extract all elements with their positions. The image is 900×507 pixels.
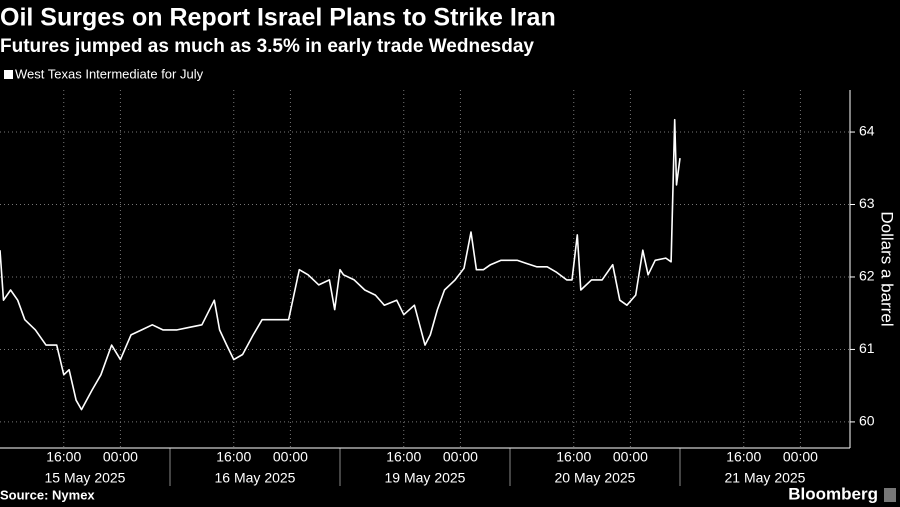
x-tick-label: 00:00 <box>613 449 648 465</box>
x-tick-label: 00:00 <box>783 449 818 465</box>
x-tick-label: 00:00 <box>443 449 478 465</box>
x-tick-label: 16:00 <box>556 449 591 465</box>
y-tick-label: 61 <box>859 340 875 356</box>
y-tick-label: 62 <box>859 268 875 284</box>
source-note: Source: Nymex <box>0 487 95 502</box>
x-group-label: 15 May 2025 <box>45 470 126 486</box>
y-tick-label: 60 <box>859 413 875 429</box>
x-tick-label: 16:00 <box>46 449 81 465</box>
chart-subtitle: Futures jumped as much as 3.5% in early … <box>0 36 534 57</box>
x-group-label: 16 May 2025 <box>215 470 296 486</box>
chart-title: Oil Surges on Report Israel Plans to Str… <box>0 4 556 32</box>
x-tick-label: 00:00 <box>103 449 138 465</box>
x-tick-label: 16:00 <box>216 449 251 465</box>
x-tick-label: 16:00 <box>726 449 761 465</box>
x-group-label: 20 May 2025 <box>555 470 636 486</box>
legend-swatch <box>4 70 13 79</box>
y-tick-label: 63 <box>859 195 875 211</box>
x-group-label: 21 May 2025 <box>725 470 806 486</box>
brand: Bloomberg <box>788 484 878 503</box>
y-tick-label: 64 <box>859 123 875 139</box>
price-line <box>0 118 681 411</box>
legend-label: West Texas Intermediate for July <box>15 66 204 81</box>
x-tick-label: 16:00 <box>386 449 421 465</box>
y-axis-label: Dollars a barrel <box>878 211 897 326</box>
x-group-label: 19 May 2025 <box>385 470 466 486</box>
x-tick-label: 00:00 <box>273 449 308 465</box>
brand-icon <box>884 488 896 502</box>
